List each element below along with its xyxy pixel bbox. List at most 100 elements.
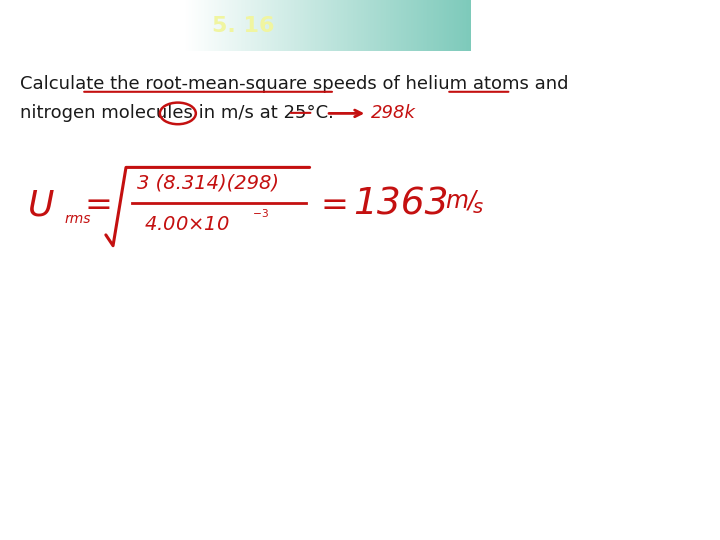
Text: Calculate the root-mean-square speeds of helium atoms and: Calculate the root-mean-square speeds of… bbox=[20, 75, 569, 93]
Bar bbox=[346, 0, 348, 51]
Bar bbox=[396, 0, 398, 51]
Bar bbox=[449, 0, 451, 51]
Bar bbox=[330, 0, 332, 51]
Bar bbox=[210, 0, 212, 51]
Bar bbox=[463, 0, 465, 51]
Bar bbox=[256, 0, 257, 51]
Bar bbox=[246, 0, 248, 51]
Bar bbox=[291, 0, 293, 51]
Text: 298k: 298k bbox=[371, 104, 415, 123]
Bar bbox=[238, 0, 240, 51]
Bar bbox=[261, 0, 263, 51]
Bar bbox=[265, 0, 267, 51]
Bar bbox=[275, 0, 277, 51]
Bar bbox=[338, 0, 341, 51]
Bar bbox=[318, 0, 320, 51]
Bar bbox=[285, 0, 287, 51]
Bar bbox=[297, 0, 299, 51]
Bar bbox=[372, 0, 374, 51]
Bar bbox=[211, 0, 213, 51]
Bar bbox=[374, 0, 377, 51]
Bar bbox=[434, 0, 436, 51]
Bar bbox=[208, 0, 210, 51]
Bar bbox=[258, 0, 260, 51]
Bar bbox=[307, 0, 309, 51]
Bar bbox=[353, 0, 355, 51]
Bar bbox=[292, 0, 294, 51]
Bar bbox=[225, 0, 228, 51]
Bar bbox=[451, 0, 454, 51]
Bar bbox=[308, 0, 310, 51]
Bar bbox=[195, 0, 197, 51]
Bar bbox=[320, 0, 322, 51]
Bar bbox=[300, 0, 302, 51]
Bar bbox=[284, 0, 286, 51]
Bar bbox=[417, 0, 419, 51]
Bar bbox=[370, 0, 372, 51]
Bar bbox=[237, 0, 239, 51]
Bar bbox=[366, 0, 368, 51]
Bar bbox=[369, 0, 371, 51]
Bar bbox=[427, 0, 429, 51]
Bar bbox=[198, 0, 200, 51]
Bar bbox=[294, 0, 296, 51]
Bar bbox=[361, 0, 364, 51]
Bar bbox=[324, 0, 326, 51]
Bar bbox=[282, 0, 284, 51]
Bar bbox=[446, 0, 448, 51]
Bar bbox=[328, 0, 330, 51]
Bar bbox=[459, 0, 461, 51]
Bar bbox=[287, 0, 289, 51]
Bar bbox=[256, 0, 258, 51]
Bar bbox=[224, 0, 226, 51]
Bar bbox=[186, 0, 189, 51]
Bar bbox=[250, 0, 252, 51]
Text: =: = bbox=[85, 188, 113, 222]
Bar bbox=[262, 0, 264, 51]
Bar bbox=[298, 0, 300, 51]
Bar bbox=[414, 0, 416, 51]
Bar bbox=[357, 0, 359, 51]
Bar bbox=[343, 0, 345, 51]
Bar bbox=[430, 0, 432, 51]
Bar bbox=[410, 0, 412, 51]
Bar bbox=[469, 0, 471, 51]
Bar bbox=[220, 0, 222, 51]
Bar bbox=[440, 0, 442, 51]
Bar bbox=[295, 0, 297, 51]
Bar bbox=[288, 0, 290, 51]
Bar bbox=[230, 0, 232, 51]
Bar bbox=[323, 0, 325, 51]
Bar bbox=[310, 0, 312, 51]
Bar bbox=[354, 0, 356, 51]
Bar bbox=[254, 0, 256, 51]
Bar bbox=[281, 0, 283, 51]
Bar bbox=[205, 0, 207, 51]
Bar bbox=[424, 0, 426, 51]
Bar bbox=[359, 0, 361, 51]
Bar bbox=[392, 0, 394, 51]
Bar bbox=[364, 0, 366, 51]
Bar bbox=[271, 0, 273, 51]
Bar bbox=[191, 0, 193, 51]
Bar bbox=[383, 0, 385, 51]
Bar bbox=[268, 0, 270, 51]
Bar bbox=[466, 0, 468, 51]
Bar bbox=[443, 0, 445, 51]
Bar bbox=[387, 0, 390, 51]
Bar bbox=[404, 0, 406, 51]
Bar bbox=[194, 0, 196, 51]
Bar bbox=[214, 0, 216, 51]
Bar bbox=[234, 0, 236, 51]
Text: nitrogen molecules in m/s at 25°C.: nitrogen molecules in m/s at 25°C. bbox=[20, 104, 334, 123]
Bar bbox=[401, 0, 403, 51]
Bar bbox=[382, 0, 384, 51]
Bar bbox=[202, 0, 204, 51]
Bar bbox=[415, 0, 418, 51]
Bar bbox=[241, 0, 243, 51]
Bar bbox=[264, 0, 266, 51]
Bar bbox=[350, 0, 352, 51]
Bar bbox=[314, 0, 316, 51]
Bar bbox=[418, 0, 420, 51]
Bar bbox=[317, 0, 319, 51]
